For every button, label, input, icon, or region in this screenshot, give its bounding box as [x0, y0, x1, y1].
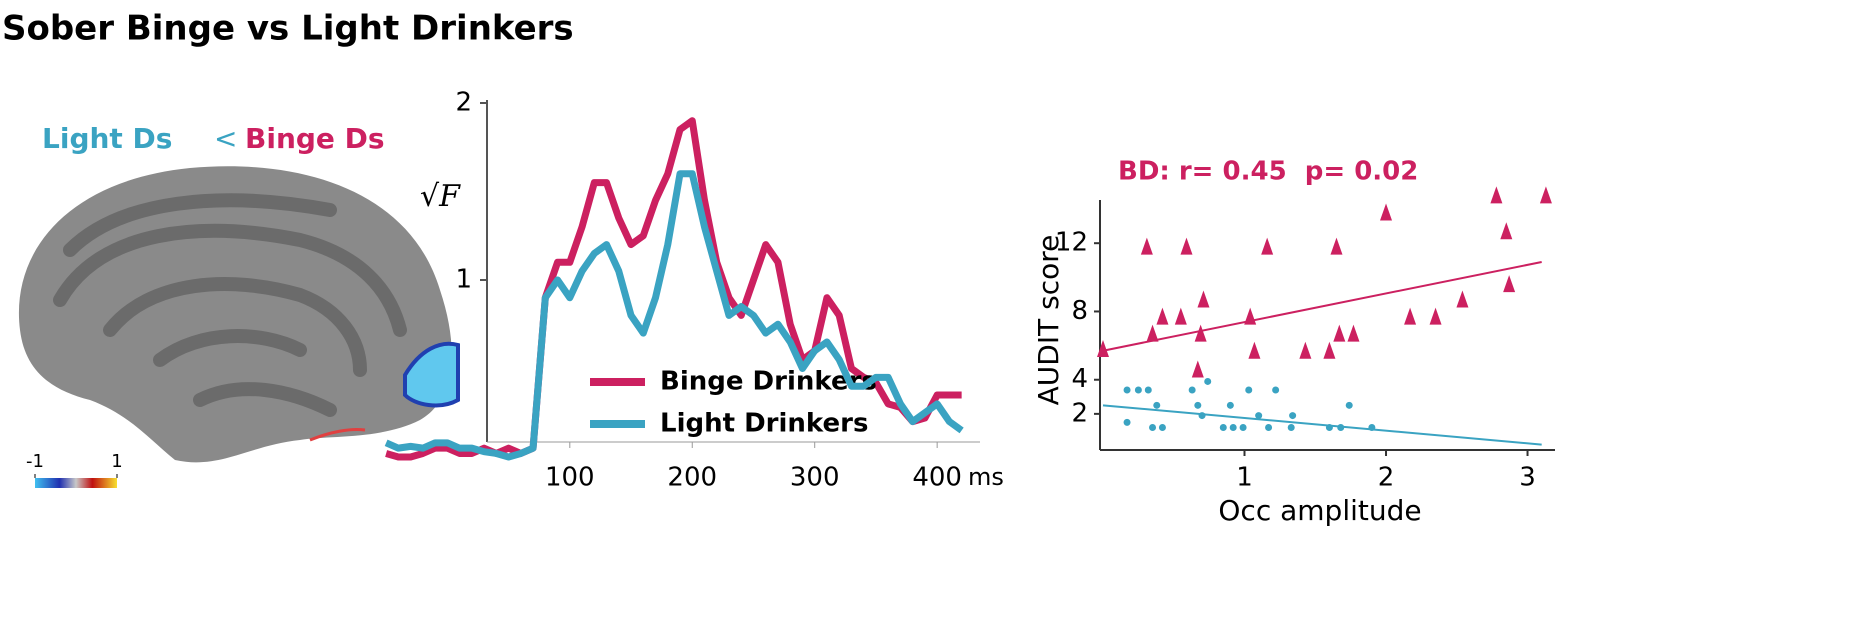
- legend-label: Light Drinkers: [660, 409, 868, 439]
- triangle-point: [1330, 237, 1343, 255]
- brain-panel: Light Ds < Binge Ds: [18, 122, 460, 488]
- y-tick-label: 8: [1071, 296, 1088, 326]
- triangle-point: [1156, 307, 1169, 325]
- dot-point: [1204, 377, 1212, 385]
- dot-point: [1194, 401, 1202, 409]
- dot-point: [1153, 401, 1161, 409]
- x-tick-label: 1: [1236, 463, 1253, 493]
- dot-point: [1337, 424, 1345, 432]
- dot-point: [1226, 401, 1234, 409]
- triangle-point: [1140, 237, 1153, 255]
- triangle-point: [1347, 324, 1360, 342]
- y-tick-label: 1: [455, 265, 472, 295]
- dot-point: [1265, 424, 1273, 432]
- legend-label: Binge Drinkers: [660, 367, 877, 397]
- brain-label: Light Ds: [42, 122, 172, 155]
- brain-label: <: [214, 122, 237, 155]
- line-series: [385, 117, 962, 461]
- dot-point: [1123, 386, 1131, 394]
- triangle-point: [1500, 222, 1513, 240]
- dot-point: [1245, 386, 1253, 394]
- dot-point: [1198, 412, 1206, 420]
- dot-point: [1219, 424, 1227, 432]
- colorbar-tick-label: -1: [26, 451, 44, 472]
- dot-point: [1287, 424, 1295, 432]
- dot-point: [1289, 412, 1297, 420]
- dot-point: [1239, 424, 1247, 432]
- triangle-point: [1244, 307, 1257, 325]
- dot-point: [1123, 418, 1131, 426]
- dot-point: [1134, 386, 1142, 394]
- colorbar: [35, 478, 117, 488]
- y-tick-label: 4: [1071, 364, 1088, 394]
- triangle-point: [1380, 203, 1393, 221]
- triangle-point: [1539, 186, 1552, 204]
- figure-title: Sober Binge vs Light Drinkers: [2, 9, 574, 49]
- x-tick-label: 300: [790, 463, 840, 493]
- dot-point: [1255, 412, 1263, 420]
- triangle-point: [1490, 186, 1503, 204]
- fit-line: [1102, 404, 1542, 446]
- triangle-point: [1191, 360, 1204, 378]
- triangle-point: [1174, 307, 1187, 325]
- y-tick-label: 2: [1071, 398, 1088, 428]
- triangle-point: [1429, 307, 1442, 325]
- y-axis-label: AUDIT score: [1032, 235, 1065, 406]
- triangle-point: [1299, 341, 1312, 359]
- y-tick-label: 12: [1055, 228, 1088, 258]
- triangle-point: [1456, 290, 1469, 308]
- colorbar-tick-label: 1: [111, 451, 122, 472]
- brain-cluster: [403, 341, 460, 408]
- dot-point: [1229, 424, 1237, 432]
- brain-gyri: [53, 193, 407, 417]
- dot-point: [1325, 424, 1333, 432]
- dot-point: [1188, 386, 1196, 394]
- dot-point: [1272, 386, 1280, 394]
- y-tick-label: 2: [455, 88, 472, 118]
- brain-cluster: [309, 428, 366, 442]
- triangle-point: [1503, 275, 1516, 293]
- triangle-point: [1197, 290, 1210, 308]
- triangle-point: [1323, 341, 1336, 359]
- brain-label: Binge Ds: [245, 122, 385, 155]
- annotation: BD: r= 0.45 p= 0.02: [1118, 157, 1418, 187]
- triangle-point: [1404, 307, 1417, 325]
- triangle-point: [1146, 324, 1159, 342]
- dot-point: [1149, 424, 1157, 432]
- triangle-point: [1248, 341, 1261, 359]
- triangle-point: [1180, 237, 1193, 255]
- dot-point: [1368, 424, 1376, 432]
- dot-point: [1158, 424, 1166, 432]
- line-series: [384, 170, 964, 461]
- x-tick-label: 3: [1519, 463, 1536, 493]
- triangle-point: [1194, 324, 1207, 342]
- fit-line: [1102, 260, 1542, 352]
- dot-point: [1345, 401, 1353, 409]
- x-axis-label: ms: [968, 463, 1004, 491]
- x-tick-label: 200: [667, 463, 717, 493]
- x-tick-label: 2: [1378, 463, 1395, 493]
- dot-point: [1144, 386, 1152, 394]
- x-tick-label: 100: [545, 463, 595, 493]
- y-axis-label: √F: [420, 179, 461, 214]
- x-tick-label: 400: [912, 463, 962, 493]
- x-axis-label: Occ amplitude: [1218, 494, 1421, 527]
- triangle-point: [1261, 237, 1274, 255]
- brain-surface: [18, 166, 452, 463]
- triangle-point: [1097, 340, 1109, 358]
- triangle-point: [1333, 324, 1346, 342]
